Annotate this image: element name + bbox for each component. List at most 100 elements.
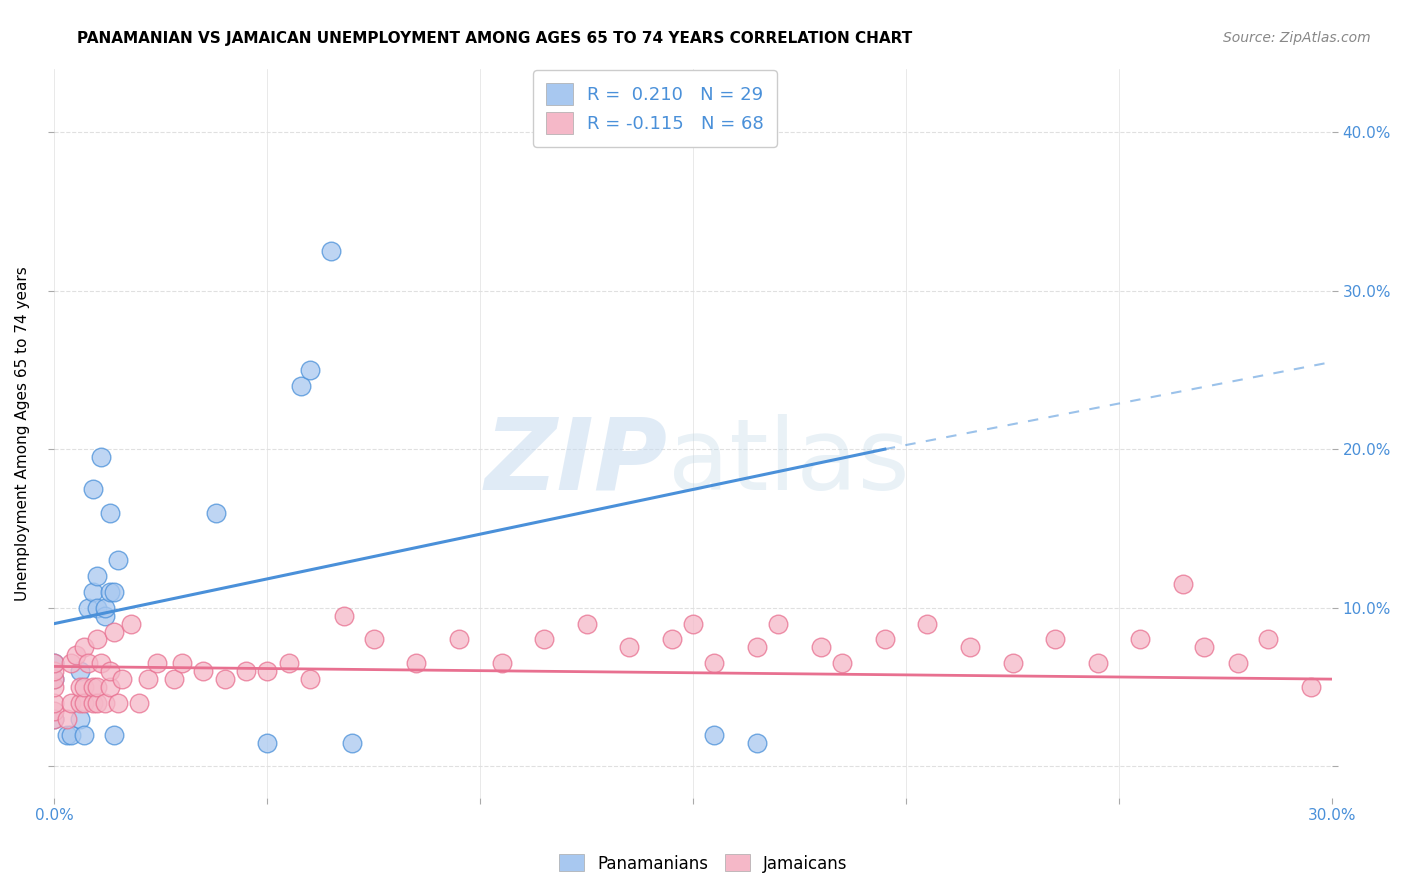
Point [44,657,66,671]
Point [1171,577,1194,591]
Point [193,664,215,678]
Point [205,506,228,520]
Point [60,657,83,671]
Point [86,569,108,583]
Point [703,657,725,671]
Point [1045,632,1067,647]
Point [56,712,79,726]
Text: PANAMANIAN VS JAMAICAN UNEMPLOYMENT AMONG AGES 65 TO 74 YEARS CORRELATION CHART: PANAMANIAN VS JAMAICAN UNEMPLOYMENT AMON… [77,31,912,46]
Point [69,680,91,694]
Point [77,657,100,671]
Point [128,696,150,710]
Legend: Panamanians, Jamaicans: Panamanians, Jamaicans [553,847,853,880]
Point [959,640,981,655]
Point [256,664,278,678]
Point [277,657,299,671]
Point [1227,657,1250,671]
Text: Source: ZipAtlas.com: Source: ZipAtlas.com [1223,31,1371,45]
Point [73,640,96,655]
Point [69,712,91,726]
Point [103,728,125,742]
Point [94,600,117,615]
Point [44,672,66,686]
Point [214,672,236,686]
Point [745,735,768,749]
Point [103,585,125,599]
Point [661,632,683,647]
Point [1299,680,1322,694]
Point [703,728,725,742]
Point [290,378,312,392]
Point [810,640,832,655]
Point [44,672,66,686]
Point [77,600,100,615]
Point [120,616,142,631]
Point [333,608,356,623]
Point [162,672,184,686]
Point [60,696,83,710]
Point [90,657,112,671]
Point [1087,657,1109,671]
Point [619,640,641,655]
Point [82,482,104,496]
Point [172,657,194,671]
Point [44,680,66,694]
Point [298,672,321,686]
Point [103,624,125,639]
Point [491,657,513,671]
Point [82,585,104,599]
Point [44,664,66,678]
Point [73,680,96,694]
Point [98,506,121,520]
Point [44,696,66,710]
Point [86,696,108,710]
Point [107,553,129,567]
Point [321,244,343,258]
Point [873,632,896,647]
Point [1001,657,1024,671]
Point [94,696,117,710]
Point [298,363,321,377]
Point [256,735,278,749]
Point [69,696,91,710]
Point [342,735,364,749]
Point [65,648,87,663]
Point [82,680,104,694]
Point [56,728,79,742]
Point [145,657,167,671]
Point [69,664,91,678]
Point [682,616,704,631]
Point [917,616,939,631]
Point [86,680,108,694]
Point [94,608,117,623]
Point [136,672,159,686]
Point [1129,632,1152,647]
Point [405,657,427,671]
Point [60,728,83,742]
Point [107,696,129,710]
Point [768,616,790,631]
Point [44,657,66,671]
Y-axis label: Unemployment Among Ages 65 to 74 years: Unemployment Among Ages 65 to 74 years [15,266,30,600]
Point [90,450,112,464]
Point [831,657,853,671]
Point [73,696,96,710]
Point [363,632,385,647]
Point [575,616,598,631]
Point [235,664,257,678]
Point [44,704,66,718]
Text: ZIP: ZIP [485,414,668,511]
Point [111,672,134,686]
Point [98,585,121,599]
Point [1194,640,1216,655]
Point [745,640,768,655]
Point [1257,632,1279,647]
Point [447,632,470,647]
Point [73,728,96,742]
Point [44,712,66,726]
Point [98,680,121,694]
Point [82,696,104,710]
Point [86,600,108,615]
Legend: R =  0.210   N = 29, R = -0.115   N = 68: R = 0.210 N = 29, R = -0.115 N = 68 [533,70,776,147]
Point [533,632,555,647]
